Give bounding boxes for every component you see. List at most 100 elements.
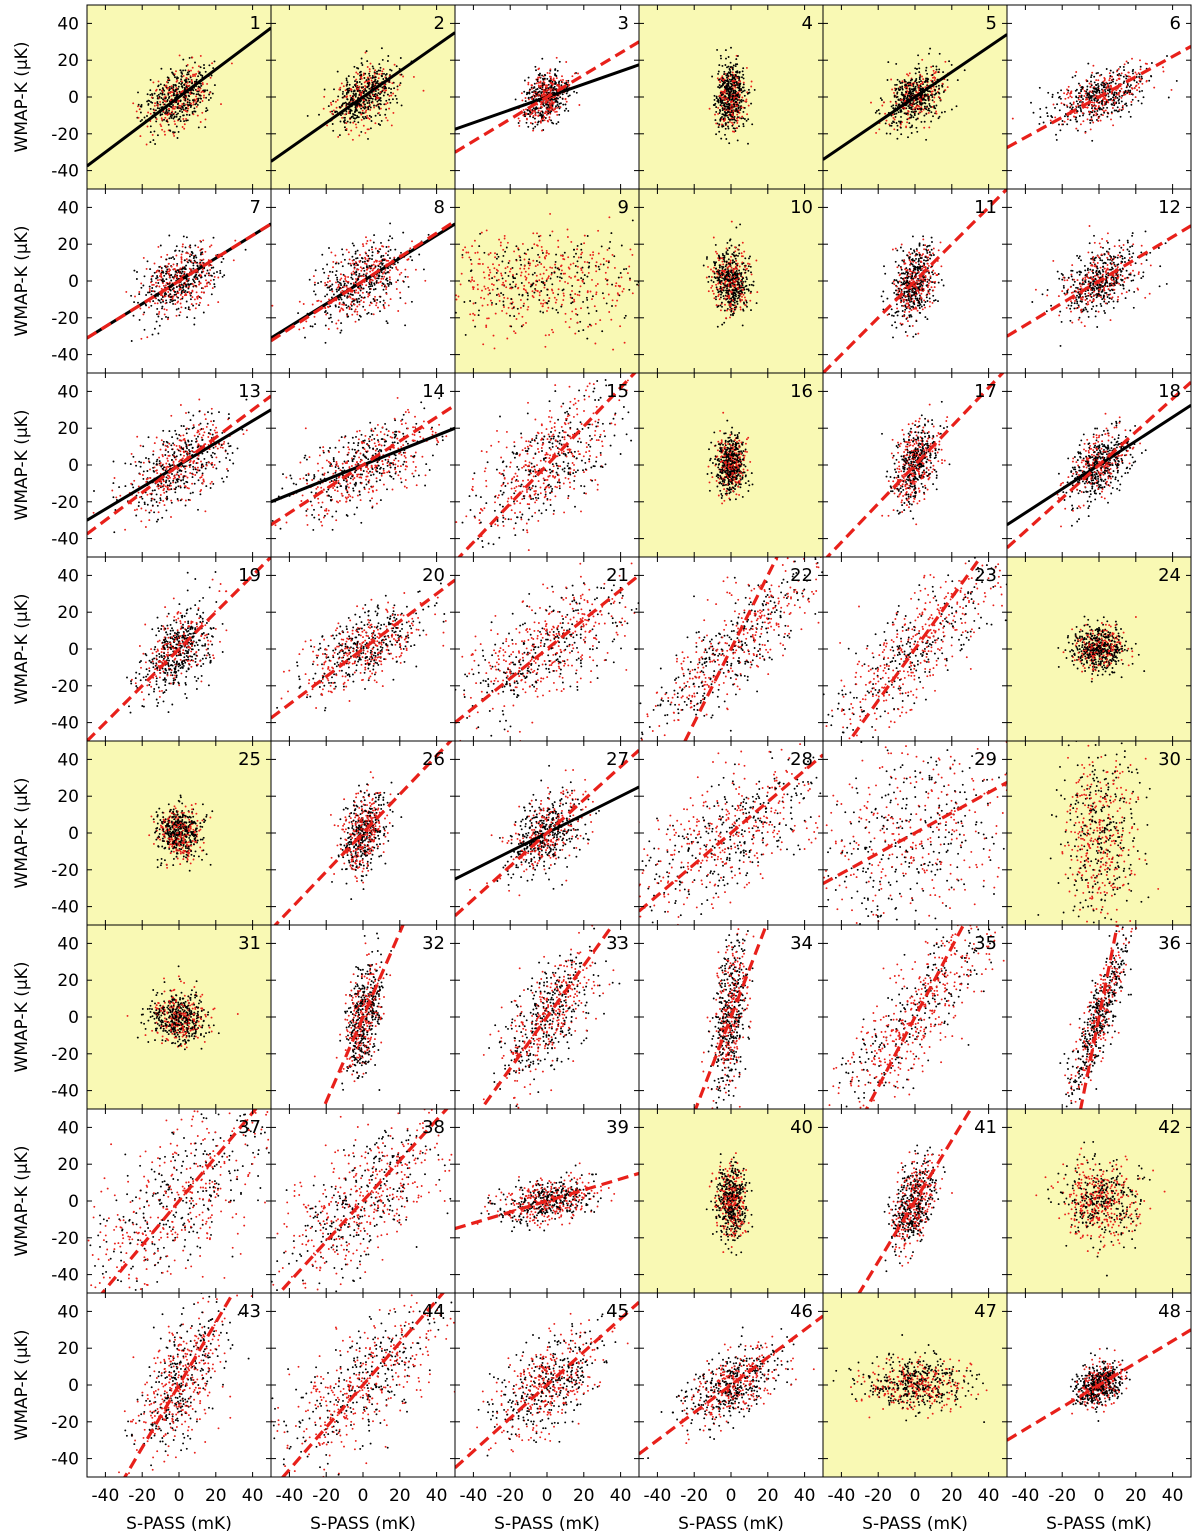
point-red xyxy=(145,267,148,270)
point-black xyxy=(369,95,372,98)
point-black xyxy=(337,95,340,98)
point-red xyxy=(338,88,341,91)
point-red xyxy=(191,289,194,292)
point-black xyxy=(558,113,561,116)
point-red xyxy=(153,262,156,265)
point-black xyxy=(527,76,530,79)
point-red xyxy=(209,283,212,285)
point-red xyxy=(553,101,556,104)
point-black xyxy=(339,120,342,123)
point-red xyxy=(571,75,574,78)
point-red xyxy=(920,106,923,109)
point-black xyxy=(386,60,389,62)
point-black xyxy=(1081,85,1084,88)
point-red xyxy=(180,258,183,261)
point-red xyxy=(197,65,200,68)
point-black xyxy=(163,274,166,277)
point-red xyxy=(1153,86,1156,89)
point-black xyxy=(738,89,741,92)
point-red xyxy=(551,83,554,86)
point-black xyxy=(335,288,338,291)
point-red xyxy=(368,304,371,307)
point-black xyxy=(942,71,945,74)
point-black xyxy=(371,285,374,287)
point-black xyxy=(1139,80,1142,83)
point-black xyxy=(1095,87,1098,90)
point-black xyxy=(331,320,333,323)
point-red xyxy=(1112,124,1115,127)
point-red xyxy=(195,105,198,108)
point-red xyxy=(195,101,198,104)
point-black xyxy=(151,93,153,95)
point-black xyxy=(314,323,317,326)
point-red xyxy=(538,93,540,96)
point-red xyxy=(377,281,380,284)
point-red xyxy=(201,83,204,86)
point-black xyxy=(565,107,568,110)
point-red xyxy=(530,84,533,87)
point-black xyxy=(376,72,379,75)
panel-ticks xyxy=(87,189,271,373)
point-red xyxy=(339,86,342,89)
point-black xyxy=(1070,103,1073,106)
point-red xyxy=(532,129,535,132)
point-red xyxy=(385,89,388,92)
point-red xyxy=(365,263,368,266)
point-red xyxy=(1064,97,1067,100)
point-black xyxy=(199,82,202,85)
point-black xyxy=(179,115,182,118)
point-black xyxy=(1126,82,1129,85)
point-red xyxy=(208,245,211,248)
point-red xyxy=(154,302,156,305)
point-red xyxy=(736,117,738,120)
point-black xyxy=(728,72,731,74)
point-red xyxy=(160,256,163,258)
point-black xyxy=(168,109,171,112)
point-black xyxy=(150,293,153,296)
point-black xyxy=(715,110,718,113)
point-black xyxy=(138,318,141,321)
point-red xyxy=(549,68,552,71)
point-red xyxy=(358,260,361,263)
point-black xyxy=(928,90,931,93)
point-black xyxy=(193,281,196,284)
point-red xyxy=(934,77,937,79)
point-red xyxy=(335,281,337,284)
point-black xyxy=(157,315,160,318)
point-black xyxy=(729,94,731,97)
point-red xyxy=(542,90,545,93)
point-black xyxy=(175,308,178,311)
point-black xyxy=(341,265,344,268)
point-black xyxy=(728,142,731,145)
point-red xyxy=(1138,86,1141,89)
point-red xyxy=(1091,101,1094,104)
point-black xyxy=(186,119,189,122)
point-black xyxy=(1110,98,1113,100)
point-black xyxy=(169,301,172,304)
point-black xyxy=(885,132,888,135)
point-red xyxy=(373,106,376,109)
point-black xyxy=(555,105,557,108)
point-black xyxy=(195,78,198,81)
point-red xyxy=(392,92,395,95)
point-black xyxy=(884,122,887,125)
point-black xyxy=(562,103,565,106)
point-black xyxy=(734,101,737,104)
point-black xyxy=(1118,95,1121,98)
point-black xyxy=(910,108,913,111)
point-black xyxy=(338,134,341,137)
point-black xyxy=(531,95,534,98)
point-red xyxy=(155,281,157,284)
point-red xyxy=(890,78,893,81)
point-red xyxy=(202,239,205,242)
point-black xyxy=(1055,133,1057,136)
point-red xyxy=(1131,57,1133,60)
point-red xyxy=(1118,78,1121,80)
point-red xyxy=(750,85,753,88)
point-black xyxy=(163,84,166,87)
point-red xyxy=(1123,63,1126,66)
point-red xyxy=(357,87,360,90)
point-black xyxy=(366,85,369,88)
point-red xyxy=(1115,93,1118,96)
point-black xyxy=(137,91,139,94)
